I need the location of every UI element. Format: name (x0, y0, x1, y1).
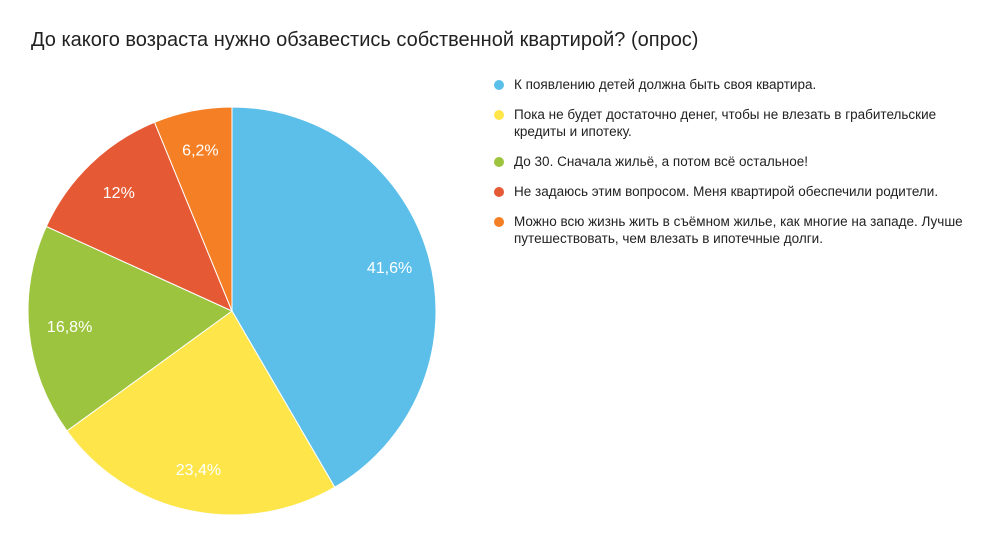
legend-label: Не задаюсь этим вопросом. Меня квартирой… (514, 184, 939, 199)
pie-slice-1 (231, 106, 437, 488)
legend-label: Можно всю жизнь жить в съёмном жилье, ка… (514, 214, 963, 246)
legend-swatch (494, 157, 504, 167)
legend-item-4: Не задаюсь этим вопросом. Меня квартирой… (494, 183, 974, 200)
legend-label: Пока не будет достаточно денег, чтобы не… (514, 107, 937, 139)
pie-slice-2 (66, 310, 336, 516)
slice-value-label-4: 12% (103, 185, 135, 202)
legend-item-1: К появлению детей должна быть своя кварт… (494, 76, 974, 93)
pie-slice-5 (153, 106, 233, 312)
chart-legend: К появлению детей должна быть своя кварт… (494, 76, 974, 260)
legend-item-5: Можно всю жизнь жить в съёмном жилье, ка… (494, 213, 974, 247)
chart-title: До какого возраста нужно обзавестись соб… (31, 29, 699, 51)
legend-label: К появлению детей должна быть своя кварт… (514, 77, 817, 92)
legend-label: До 30. Сначала жильё, а потом всё осталь… (514, 154, 808, 169)
legend-swatch (494, 187, 504, 197)
slice-value-label-2: 23,4% (176, 462, 221, 479)
legend-item-2: Пока не будет достаточно денег, чтобы не… (494, 106, 974, 140)
legend-swatch (494, 110, 504, 120)
legend-item-3: До 30. Сначала жильё, а потом всё осталь… (494, 153, 974, 170)
pie-chart: 41,6% 23,4% 16,8% 12% 6,2% (27, 106, 437, 516)
pie-slice-3 (27, 225, 233, 432)
slice-value-label-3: 16,8% (47, 319, 92, 336)
slice-value-label-5: 6,2% (182, 142, 218, 159)
legend-swatch (494, 217, 504, 227)
slice-value-label-1: 41,6% (367, 260, 412, 277)
pie-slice-4 (45, 121, 233, 312)
legend-swatch (494, 80, 504, 90)
